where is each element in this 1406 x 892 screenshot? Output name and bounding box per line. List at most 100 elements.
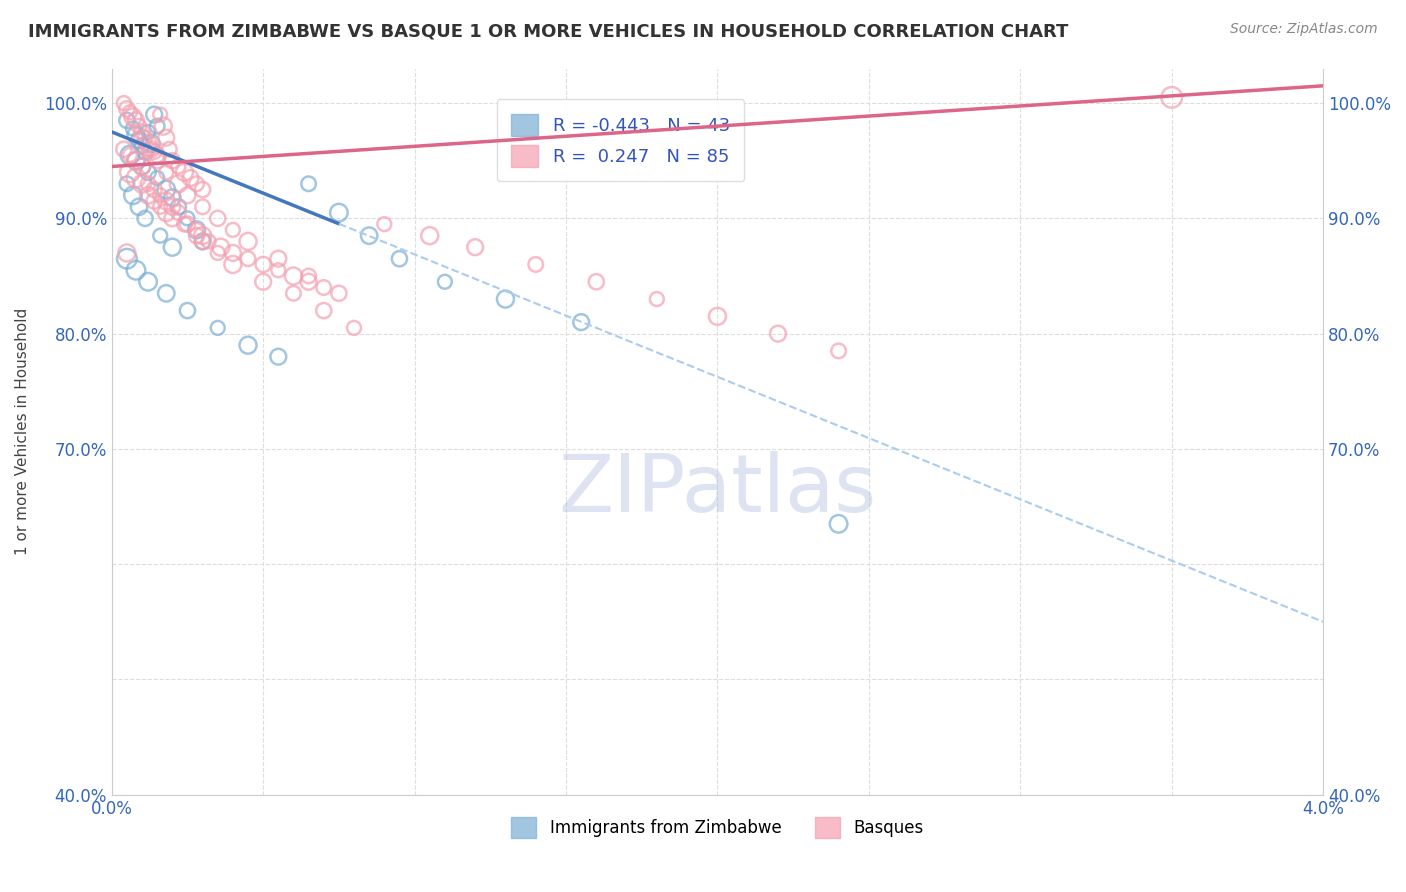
- Point: [186, 177, 208, 191]
- Point: [146, 153, 169, 168]
- Point: [128, 200, 150, 214]
- Point: [139, 136, 162, 151]
- Point: [131, 138, 153, 153]
- Point: [155, 165, 177, 179]
- Point: [152, 119, 174, 133]
- Point: [155, 286, 177, 301]
- Point: [143, 194, 166, 208]
- Point: [149, 228, 172, 243]
- Point: [569, 315, 592, 329]
- Point: [176, 217, 198, 231]
- Point: [122, 121, 145, 136]
- Point: [125, 128, 148, 143]
- Point: [236, 338, 259, 352]
- Point: [1160, 90, 1182, 104]
- Point: [343, 321, 366, 335]
- Text: ZIPatlas: ZIPatlas: [558, 450, 876, 529]
- Point: [131, 160, 153, 174]
- Point: [131, 125, 153, 139]
- Point: [312, 280, 335, 294]
- Point: [136, 177, 159, 191]
- Point: [176, 188, 198, 202]
- Point: [149, 108, 172, 122]
- Point: [359, 228, 381, 243]
- Point: [827, 516, 849, 531]
- Point: [585, 275, 607, 289]
- Point: [112, 96, 135, 111]
- Legend: Immigrants from Zimbabwe, Basques: Immigrants from Zimbabwe, Basques: [505, 811, 931, 845]
- Point: [149, 200, 172, 214]
- Point: [328, 286, 350, 301]
- Point: [252, 275, 274, 289]
- Point: [118, 148, 141, 162]
- Point: [433, 275, 456, 289]
- Point: [131, 177, 153, 191]
- Point: [162, 191, 184, 205]
- Point: [125, 171, 148, 186]
- Point: [173, 165, 195, 179]
- Point: [162, 240, 184, 254]
- Point: [157, 142, 180, 156]
- Point: [146, 148, 169, 162]
- Point: [131, 160, 153, 174]
- Point: [267, 350, 290, 364]
- Point: [167, 205, 190, 219]
- Point: [209, 240, 232, 254]
- Point: [186, 223, 208, 237]
- Point: [176, 303, 198, 318]
- Point: [143, 108, 166, 122]
- Point: [139, 142, 162, 156]
- Point: [125, 263, 148, 277]
- Point: [112, 142, 135, 156]
- Point: [706, 310, 728, 324]
- Point: [143, 145, 166, 159]
- Y-axis label: 1 or more Vehicles in Household: 1 or more Vehicles in Household: [15, 308, 30, 555]
- Point: [191, 235, 214, 249]
- Point: [136, 125, 159, 139]
- Point: [827, 343, 849, 358]
- Point: [373, 217, 395, 231]
- Point: [125, 113, 148, 128]
- Point: [134, 130, 156, 145]
- Point: [136, 165, 159, 179]
- Point: [297, 177, 319, 191]
- Point: [118, 105, 141, 120]
- Point: [155, 130, 177, 145]
- Point: [222, 246, 245, 260]
- Point: [155, 194, 177, 208]
- Point: [115, 252, 138, 266]
- Point: [136, 275, 159, 289]
- Point: [146, 171, 169, 186]
- Point: [122, 188, 145, 202]
- Point: [115, 102, 138, 116]
- Point: [136, 142, 159, 156]
- Point: [155, 205, 177, 219]
- Point: [191, 183, 214, 197]
- Point: [267, 263, 290, 277]
- Point: [167, 200, 190, 214]
- Point: [176, 211, 198, 226]
- Point: [134, 211, 156, 226]
- Point: [125, 153, 148, 168]
- Point: [155, 183, 177, 197]
- Point: [312, 303, 335, 318]
- Point: [236, 235, 259, 249]
- Point: [191, 235, 214, 249]
- Point: [464, 240, 486, 254]
- Point: [115, 246, 138, 260]
- Point: [162, 211, 184, 226]
- Point: [186, 228, 208, 243]
- Point: [494, 292, 516, 306]
- Point: [207, 321, 229, 335]
- Point: [207, 211, 229, 226]
- Point: [122, 110, 145, 124]
- Point: [191, 200, 214, 214]
- Point: [136, 136, 159, 151]
- Text: Source: ZipAtlas.com: Source: ZipAtlas.com: [1230, 22, 1378, 37]
- Point: [136, 188, 159, 202]
- Point: [167, 177, 190, 191]
- Point: [236, 252, 259, 266]
- Point: [297, 275, 319, 289]
- Point: [143, 183, 166, 197]
- Point: [388, 252, 411, 266]
